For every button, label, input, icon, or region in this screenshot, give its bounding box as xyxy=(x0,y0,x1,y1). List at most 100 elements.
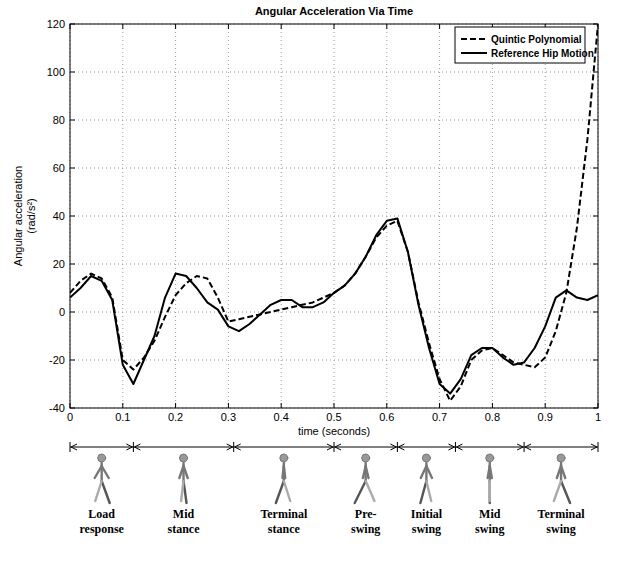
icon-leg xyxy=(355,481,366,503)
legend: Quintic PolynomialReference Hip Motion xyxy=(455,27,594,63)
tick xyxy=(70,312,75,313)
icon-leg xyxy=(554,481,561,501)
arrow-head xyxy=(335,444,341,450)
tick-label: 20 xyxy=(53,258,65,270)
grid-line xyxy=(228,24,229,408)
tick-label: -20 xyxy=(49,354,65,366)
phase-boundary xyxy=(70,442,71,452)
icon-leg xyxy=(276,481,284,503)
arrow-head xyxy=(134,444,140,450)
grid-line xyxy=(386,24,387,408)
tick xyxy=(70,168,75,169)
phase-label-line: Terminal xyxy=(538,507,586,521)
arrow-head xyxy=(227,444,233,450)
phase-arrow xyxy=(133,447,233,448)
tick xyxy=(281,403,282,408)
tick-label: 0.9 xyxy=(538,411,553,423)
arrow-head xyxy=(517,444,523,450)
phase-arrow xyxy=(524,447,598,448)
phase-label-line: stance xyxy=(168,522,201,536)
arrow-head xyxy=(456,444,462,450)
title: Angular Acceleration Via Time xyxy=(255,5,413,17)
tick xyxy=(439,403,440,408)
icon-leg xyxy=(561,481,570,503)
tick xyxy=(70,72,75,73)
tick xyxy=(386,403,387,408)
phase-arrow xyxy=(334,447,397,448)
phase-label-line: Mid xyxy=(173,507,195,521)
phase-boundary xyxy=(233,442,234,452)
phase-arrow xyxy=(70,447,133,448)
phase-label-line: response xyxy=(79,522,124,536)
tick-label: 0.6 xyxy=(379,411,394,423)
icon-arm xyxy=(102,466,109,478)
tick xyxy=(70,264,75,265)
grid-line xyxy=(281,24,282,408)
phase-label-line: Load xyxy=(88,507,115,521)
phase-label: Loadresponse xyxy=(79,507,124,536)
icon-leg xyxy=(426,481,431,501)
phase-boundary xyxy=(524,442,525,452)
tick xyxy=(334,24,335,29)
grid-line xyxy=(545,24,546,408)
icon-head xyxy=(486,454,494,462)
tick xyxy=(122,403,123,408)
arrow-head xyxy=(390,444,396,450)
phase-label-line: Initial xyxy=(411,507,443,521)
grid-line xyxy=(175,24,176,408)
tick xyxy=(386,24,387,29)
tick xyxy=(593,72,598,73)
icon-leg xyxy=(489,481,491,501)
tick xyxy=(70,120,75,121)
walker-icon xyxy=(420,454,432,503)
phase-arrow xyxy=(397,447,455,448)
series-group xyxy=(70,24,598,401)
legend-swatch xyxy=(461,38,487,40)
icon-arm xyxy=(179,466,183,478)
walker-icon xyxy=(179,454,187,503)
tick-label: 1 xyxy=(595,411,601,423)
arrow-head xyxy=(327,444,333,450)
tick xyxy=(70,360,75,361)
legend-swatch xyxy=(461,52,487,54)
arrow-head xyxy=(235,444,241,450)
tick xyxy=(439,24,440,29)
arrow-head xyxy=(398,444,404,450)
icon-head xyxy=(98,454,106,462)
icon-leg xyxy=(284,481,290,501)
x-axis-title: time (seconds) xyxy=(298,425,370,437)
icon-body xyxy=(489,463,491,481)
tick xyxy=(593,360,598,361)
icon-arm xyxy=(490,466,492,478)
icon-head xyxy=(362,454,370,462)
tick-label: -40 xyxy=(49,402,65,414)
phase-label: Initialswing xyxy=(411,507,443,536)
icon-arm xyxy=(366,466,369,478)
phase-label-line: Terminal xyxy=(260,507,308,521)
icon-leg xyxy=(489,481,491,503)
legend-label: Reference Hip Motion xyxy=(491,48,594,59)
tick xyxy=(593,216,598,217)
phase-label: Midswing xyxy=(475,507,504,536)
phase-label-line: swing xyxy=(351,522,380,536)
phase-label-line: stance xyxy=(268,522,301,536)
walker-icon xyxy=(486,454,494,503)
chart: Angular Acceleration Via Time-40-2002040… xyxy=(0,0,624,569)
tick-label: 0.8 xyxy=(485,411,500,423)
y-axis-title-line: Angular acceleration xyxy=(12,166,24,266)
tick xyxy=(175,403,176,408)
plot-frame xyxy=(70,24,598,408)
tick-label: 0.5 xyxy=(326,411,341,423)
phase-boundary xyxy=(334,442,335,452)
phase-boundary xyxy=(598,442,599,452)
grid-line xyxy=(439,24,440,408)
y-axis-title-line: (rad/s²) xyxy=(25,198,37,233)
arrow-head xyxy=(591,444,597,450)
phase-label-line: swing xyxy=(475,522,504,536)
tick xyxy=(545,403,546,408)
tick-label: 0 xyxy=(67,411,73,423)
tick xyxy=(593,264,598,265)
tick xyxy=(593,120,598,121)
tick xyxy=(228,24,229,29)
arrow-head xyxy=(71,444,77,450)
